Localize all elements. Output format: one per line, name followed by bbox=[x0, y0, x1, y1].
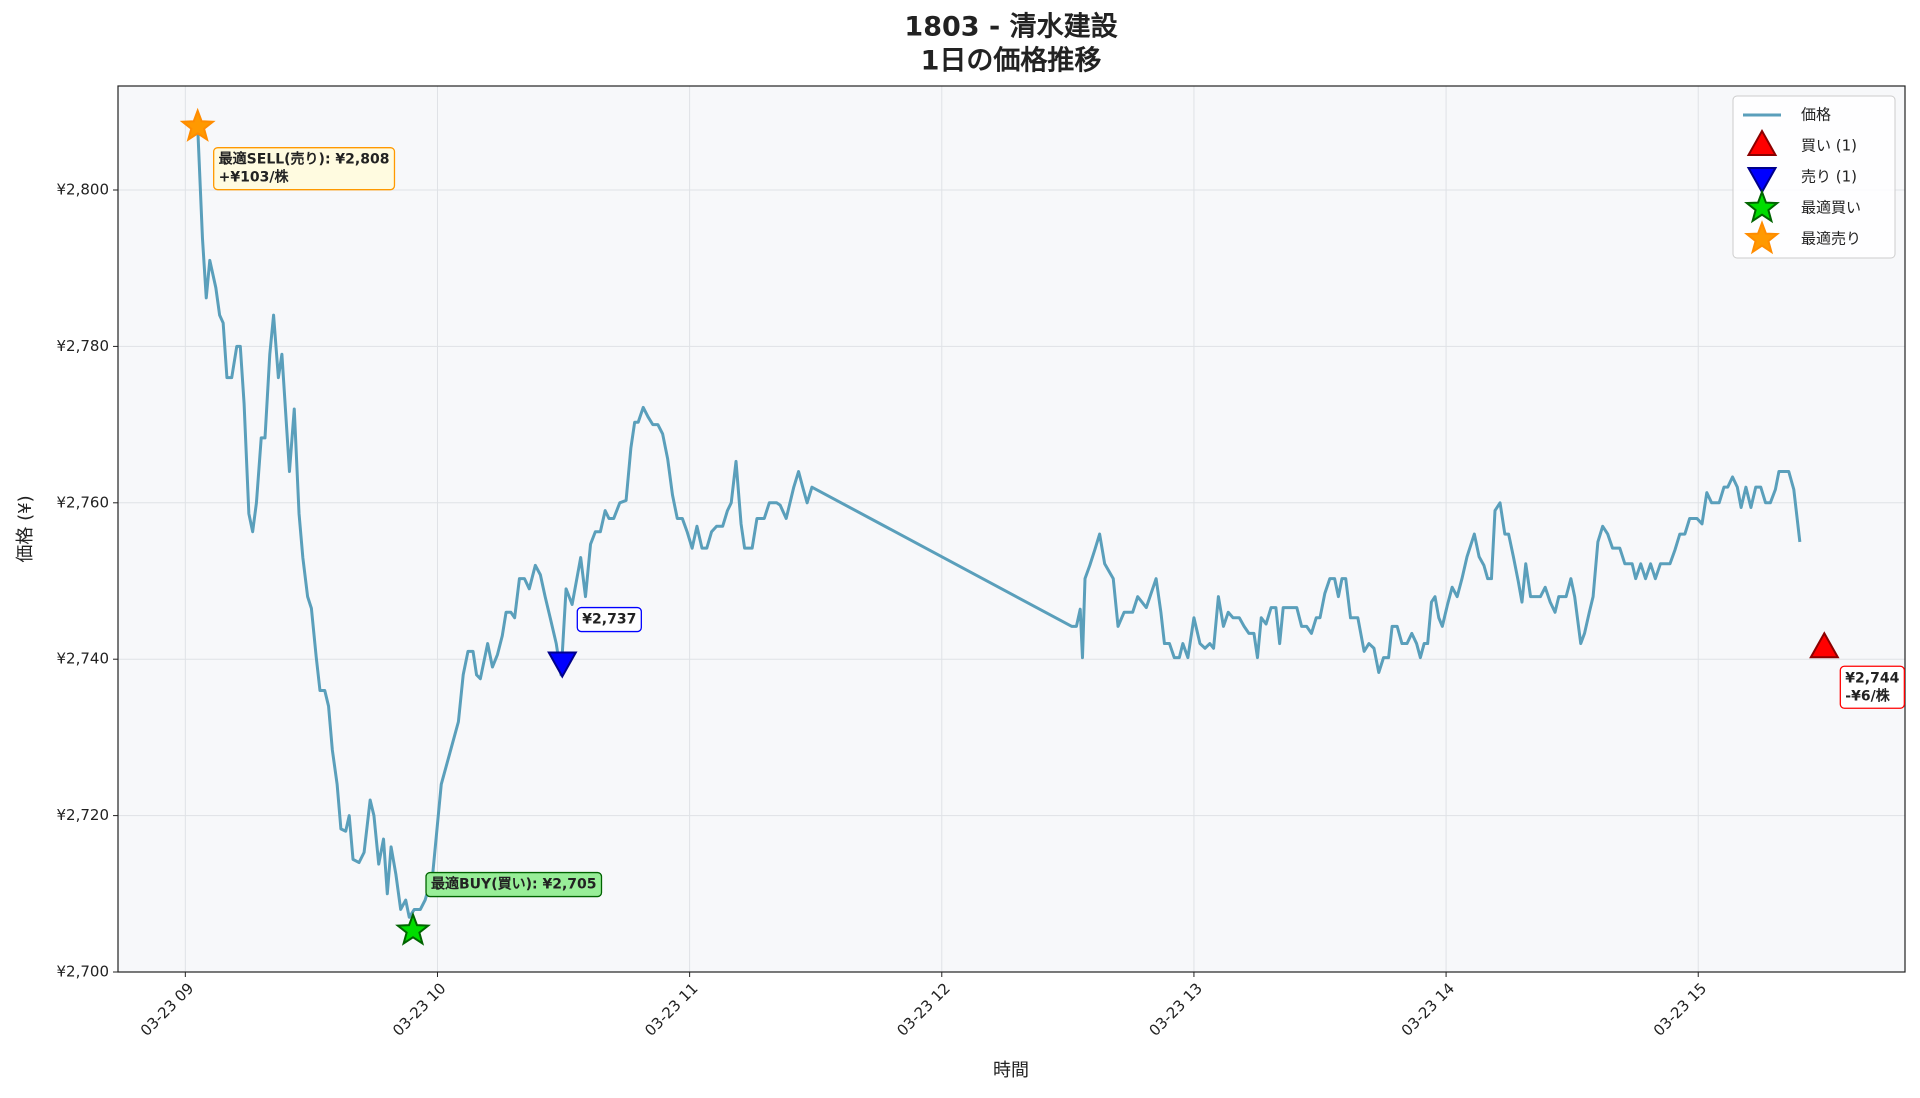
legend-box bbox=[1732, 95, 1896, 259]
annotation-box bbox=[425, 871, 603, 898]
legend-label: 売り (1) bbox=[1801, 168, 1857, 186]
chart-title: 1803 - 清水建設 bbox=[904, 11, 1118, 43]
y-tick-label: ¥2,740 bbox=[57, 650, 110, 668]
annotation: 最適BUY(買い): ¥2,705 bbox=[425, 871, 603, 898]
legend-label: 最適売り bbox=[1801, 230, 1861, 248]
y-tick-label: ¥2,700 bbox=[57, 963, 110, 981]
x-tick-label: 03-23 14 bbox=[1398, 979, 1458, 1039]
annotation-box bbox=[213, 147, 396, 191]
x-tick-label: 03-23 11 bbox=[641, 979, 701, 1039]
y-tick-label: ¥2,760 bbox=[57, 493, 110, 511]
annotation-box bbox=[576, 606, 642, 633]
annotation-text: -¥6/株 bbox=[1845, 687, 1890, 704]
y-tick-label: ¥2,780 bbox=[57, 337, 110, 355]
annotation-text: 最適BUY(買い): ¥2,705 bbox=[431, 876, 596, 893]
annotation-text: ¥2,737 bbox=[582, 612, 636, 628]
annotation: 最適SELL(売り): ¥2,808+¥103/株 bbox=[213, 147, 396, 191]
price-line bbox=[196, 126, 1802, 919]
annotation: ¥2,744-¥6/株 bbox=[1839, 665, 1905, 709]
x-axis-label: 時間 bbox=[993, 1060, 1029, 1081]
trade-marker bbox=[395, 911, 431, 946]
legend-label: 価格 bbox=[1801, 106, 1831, 124]
x-tick-label: 03-23 10 bbox=[389, 979, 449, 1039]
plot-frame bbox=[117, 85, 1906, 973]
plot-area bbox=[118, 86, 1905, 972]
trade-marker bbox=[547, 651, 578, 679]
legend-swatch bbox=[1744, 220, 1780, 255]
legend-swatch bbox=[1744, 189, 1780, 224]
y-tick-label: ¥2,720 bbox=[57, 806, 110, 824]
y-axis-label: 価格 (¥) bbox=[15, 495, 36, 562]
x-tick-label: 03-23 12 bbox=[893, 979, 953, 1039]
annotation: ¥2,737 bbox=[576, 606, 642, 633]
legend-label: 買い (1) bbox=[1801, 137, 1857, 155]
annotation-box bbox=[1839, 665, 1905, 709]
trade-marker bbox=[179, 107, 216, 142]
chart-subtitle: 1日の価格推移 bbox=[921, 46, 1102, 77]
y-tick-label: ¥2,800 bbox=[57, 181, 110, 199]
x-tick-label: 03-23 13 bbox=[1146, 979, 1206, 1039]
x-tick-label: 03-23 09 bbox=[137, 979, 197, 1039]
legend-swatch bbox=[1746, 167, 1778, 195]
legend-label: 最適買い bbox=[1801, 199, 1861, 217]
annotation-text: 最適SELL(売り): ¥2,808 bbox=[219, 151, 390, 168]
trade-marker bbox=[1809, 631, 1840, 659]
legend-swatch bbox=[1746, 128, 1778, 156]
x-tick-label: 03-23 15 bbox=[1650, 979, 1710, 1039]
annotation-text: +¥103/株 bbox=[219, 169, 290, 186]
annotation-text: ¥2,744 bbox=[1845, 670, 1899, 686]
